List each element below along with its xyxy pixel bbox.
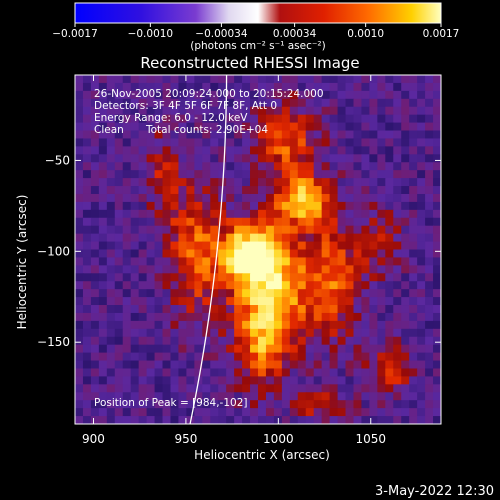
colorbar-gradient <box>74 2 442 24</box>
colorbar: −0.0017 −0.0010 −0.00034 0.00034 0.0010 0.001… <box>52 2 459 52</box>
x-axis-label: Heliocentric X (arcsec) <box>194 448 330 462</box>
y-axis-label: Heliocentric Y (arcsec) <box>15 195 29 330</box>
chart-title: Reconstructed RHESSI Image <box>140 54 359 72</box>
y-tick-label: −100 <box>37 244 70 258</box>
colorbar-tick-label: −0.0017 <box>52 28 98 40</box>
axis-ticks: 900 950 1000 1050 −50 −100 −150 <box>37 75 441 446</box>
x-tick-label: 950 <box>174 432 197 446</box>
colorbar-tick-label: 0.00034 <box>273 28 317 40</box>
colorbar-tick-label: 0.0017 <box>423 28 460 40</box>
annotation-detectors: Detectors: 3F 4F 5F 6F 7F 8F, Att 0 <box>94 100 277 112</box>
annotation-total-counts: Total counts: 2.90E+04 <box>145 124 268 136</box>
x-tick-label: 900 <box>82 432 105 446</box>
annotation-energy-range: Energy Range: 6.0 - 12.0 keV <box>94 112 248 124</box>
info-annotations: 26-Nov-2005 20:09:24.000 to 20:15:24.000… <box>94 88 324 136</box>
plot-frame <box>74 74 442 425</box>
footer-date: 3-May-2022 12:30 <box>375 484 494 499</box>
colorbar-units-label: (photons cm⁻² s⁻¹ asec⁻²) <box>190 40 325 52</box>
heatmap <box>75 75 441 424</box>
colorbar-ticks: −0.0017 −0.0010 −0.00034 0.00034 0.0010 0.001… <box>52 23 459 40</box>
x-tick-label: 1050 <box>355 432 386 446</box>
x-tick-label: 1000 <box>263 432 294 446</box>
colorbar-tick-label: −0.0010 <box>128 28 174 40</box>
annotation-method: Clean <box>94 124 124 136</box>
solar-limb-line <box>189 75 228 424</box>
annotation-time-range: 26-Nov-2005 20:09:24.000 to 20:15:24.000 <box>94 88 324 100</box>
peak-position-label: Position of Peak = [984,-102] <box>94 397 248 409</box>
colorbar-tick-label: 0.0010 <box>347 28 384 40</box>
colorbar-tick-label: −0.00034 <box>195 28 248 40</box>
y-tick-label: −150 <box>37 335 70 349</box>
y-tick-label: −50 <box>45 153 70 167</box>
